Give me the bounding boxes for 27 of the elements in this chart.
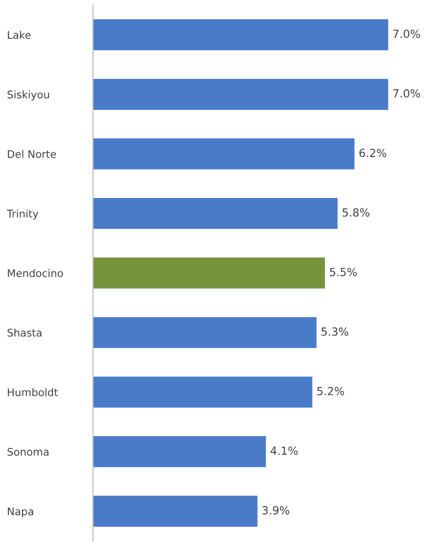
y-tick-label: Siskiyou bbox=[8, 90, 49, 100]
y-tick-label: Lake bbox=[8, 30, 31, 39]
bar bbox=[93, 317, 317, 348]
y-tick-label: Sonoma bbox=[8, 448, 48, 456]
data-label: 7.0% bbox=[393, 30, 420, 38]
bar bbox=[93, 376, 312, 408]
bar bbox=[93, 138, 354, 170]
data-label: 4.1% bbox=[270, 446, 298, 455]
bar bbox=[93, 78, 388, 110]
data-label: 6.2% bbox=[359, 148, 386, 158]
y-tick-label: Del Norte bbox=[8, 150, 56, 158]
y-tick-label: Mendocino bbox=[8, 269, 63, 278]
bar bbox=[93, 198, 338, 229]
data-label: 5.2% bbox=[317, 386, 344, 396]
y-tick-label: Napa bbox=[8, 508, 34, 518]
y-tick-label: Humboldt bbox=[8, 388, 58, 396]
data-label: 7.0% bbox=[393, 89, 420, 98]
y-tick-label: Shasta bbox=[8, 328, 42, 337]
data-label: 5.5% bbox=[330, 268, 357, 276]
bar bbox=[93, 436, 266, 468]
bar bbox=[93, 19, 388, 50]
bar bbox=[93, 258, 325, 288]
data-label: 5.8% bbox=[342, 208, 370, 217]
data-label: 5.3% bbox=[322, 327, 348, 336]
y-tick-label: Trinity bbox=[6, 209, 38, 220]
bar bbox=[93, 496, 258, 527]
data-label: 3.9% bbox=[262, 506, 290, 514]
